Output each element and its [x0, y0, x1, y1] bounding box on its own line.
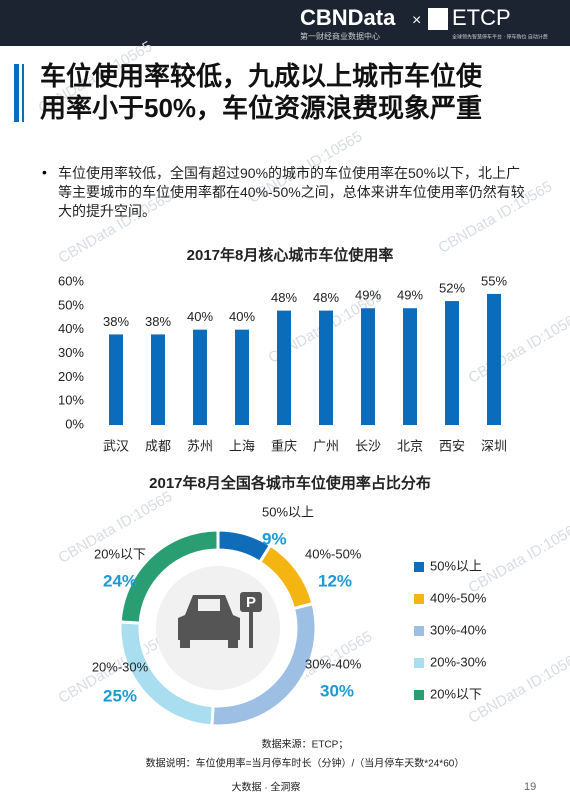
x-tick-label: 北京	[397, 438, 423, 453]
parking-sign	[240, 592, 262, 612]
bar	[151, 334, 165, 425]
x-tick-label: 成都	[145, 438, 171, 453]
legend-swatch	[414, 690, 424, 700]
legend-label: 40%-50%	[430, 590, 487, 605]
bar	[403, 308, 417, 425]
value-label: 40%	[229, 309, 255, 324]
segment-name: 20%以下	[94, 546, 146, 561]
partner: ETCP	[452, 5, 511, 30]
note: 数据说明：车位使用率=当月停车时长（分钟）/（当月停车天数*24*60）	[146, 757, 465, 770]
bullet-text: 车位使用率较低，全国有超过90%的城市的车位使用率在50%以下，北上广等主要城市…	[58, 165, 525, 219]
bullet-dot: •	[42, 164, 47, 180]
partner-sub: 全球领先智慧停车平台 · 停车购位 自动计费	[452, 33, 548, 40]
y-tick-label: 20%	[58, 369, 84, 384]
times: ×	[412, 12, 421, 29]
value-label: 48%	[313, 290, 339, 305]
x-tick-label: 上海	[229, 438, 255, 453]
car-wheel	[228, 640, 238, 648]
segment-value: 25%	[103, 686, 137, 705]
bar	[277, 310, 291, 425]
value-label: 38%	[103, 314, 129, 329]
value-label: 38%	[145, 314, 171, 329]
x-tick-label: 苏州	[187, 438, 213, 453]
y-tick-label: 10%	[58, 393, 84, 408]
segment-value: 24%	[103, 571, 137, 590]
title-accent	[14, 64, 19, 122]
legend-label: 30%-40%	[430, 622, 487, 637]
value-label: 49%	[397, 288, 423, 303]
x-tick-label: 广州	[313, 438, 339, 453]
x-tick-label: 西安	[439, 438, 465, 453]
page-number: 19	[524, 781, 536, 793]
header-bar	[0, 0, 570, 46]
value-label: 55%	[481, 273, 507, 288]
legend-swatch	[414, 658, 424, 668]
page-title: 车位使用率较低，九成以上城市车位使用率小于50%，车位资源浪费现象严重	[40, 61, 483, 123]
legend-label: 20%以下	[430, 686, 482, 701]
bar	[193, 329, 207, 425]
y-tick-label: 60%	[58, 273, 84, 288]
bar	[319, 310, 333, 425]
legend-swatch	[414, 594, 424, 604]
legend-label: 20%-30%	[430, 654, 487, 669]
value-label: 52%	[439, 281, 465, 296]
etcp-logo	[428, 8, 448, 30]
car-icon: P	[156, 566, 280, 690]
bar	[445, 301, 459, 425]
car-wheel	[180, 640, 190, 648]
segment-name: 40%-50%	[305, 546, 362, 561]
y-tick-label: 0%	[65, 416, 84, 431]
sign-pole	[249, 612, 253, 648]
value-label: 40%	[187, 309, 213, 324]
y-tick-label: 40%	[58, 321, 84, 336]
x-tick-label: 深圳	[481, 438, 507, 453]
donut-segment	[118, 528, 220, 625]
bar	[361, 308, 375, 425]
segment-value: 30%	[320, 681, 354, 700]
bar	[109, 334, 123, 425]
legend-swatch	[414, 626, 424, 636]
watermark: CBNData ID:10565	[465, 518, 570, 597]
chart-title: 2017年8月全国各城市车位使用率占比分布	[149, 474, 431, 492]
x-tick-label: 长沙	[355, 438, 381, 453]
segment-value: 9%	[262, 529, 287, 548]
car-window	[198, 599, 220, 611]
parking-p: P	[246, 594, 256, 611]
segment-name: 20%-30%	[92, 659, 149, 674]
y-tick-label: 30%	[58, 345, 84, 360]
brand: CBNData	[300, 5, 396, 30]
car-body	[178, 595, 240, 640]
value-label: 49%	[355, 288, 381, 303]
charts: 2017年8月核心城市车位使用率 0% 10% 20% 30% 40% 50% 60% 38% 武…	[58, 246, 507, 728]
bar	[487, 293, 501, 425]
segment-value: 12%	[318, 571, 352, 590]
segment-name: 30%-40%	[305, 656, 362, 671]
footer: 大数据 · 全洞察	[232, 781, 301, 794]
x-tick-label: 重庆	[271, 438, 297, 453]
brand-sub: 第一财经商业数据中心	[300, 31, 380, 41]
title-accent	[22, 64, 24, 122]
x-tick-label: 武汉	[103, 438, 129, 453]
bar	[235, 329, 249, 425]
legend-swatch	[414, 562, 424, 572]
legend-label: 50%以上	[430, 558, 482, 573]
y-tick-label: 50%	[58, 297, 84, 312]
value-label: 48%	[271, 290, 297, 305]
chart-title: 2017年8月核心城市车位使用率	[187, 246, 394, 264]
source: 数据来源：ETCP；	[262, 738, 349, 751]
watermark: CBNData ID:10565	[465, 308, 570, 387]
segment-name: 50%以上	[262, 504, 314, 519]
